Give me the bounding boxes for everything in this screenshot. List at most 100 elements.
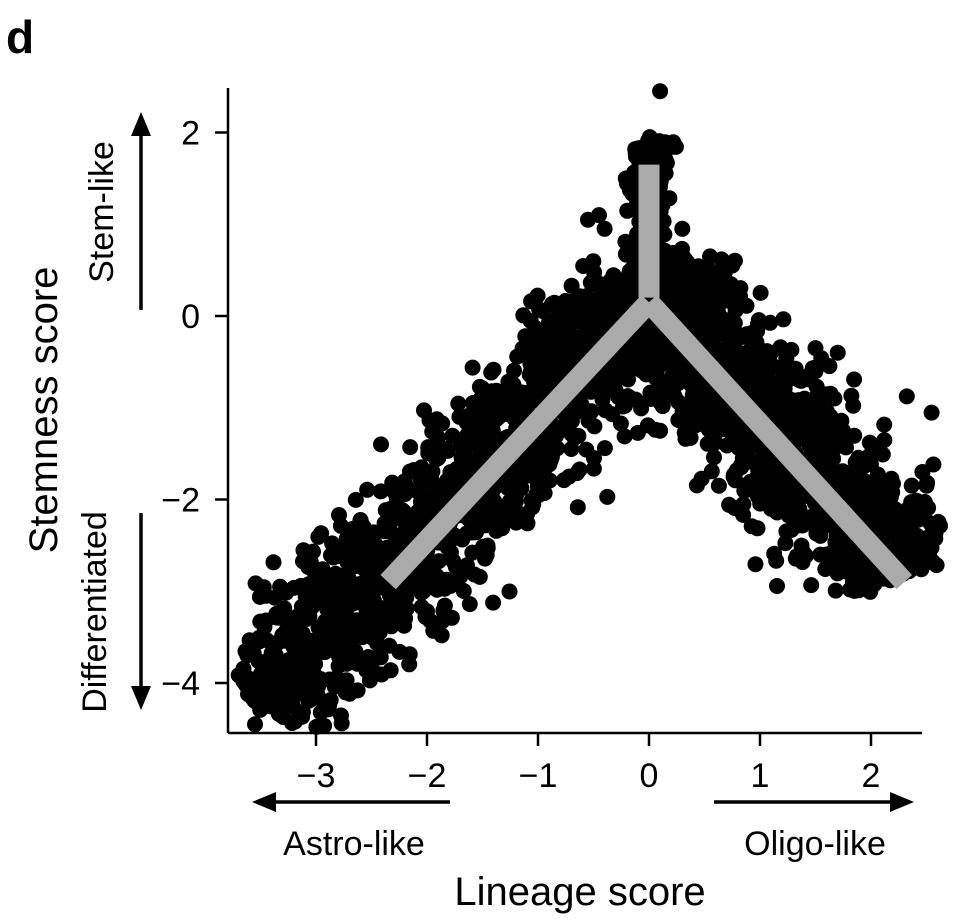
data-point bbox=[362, 663, 379, 680]
data-point bbox=[749, 354, 766, 371]
differentiated-label: Differentiated bbox=[76, 511, 114, 713]
y-tick-label: −2 bbox=[161, 482, 200, 520]
data-point bbox=[383, 586, 399, 603]
data-point bbox=[245, 645, 262, 662]
data-point bbox=[753, 450, 770, 467]
data-point bbox=[310, 569, 327, 586]
data-point bbox=[821, 358, 838, 375]
data-point bbox=[807, 423, 824, 440]
data-point bbox=[674, 220, 691, 237]
data-point bbox=[678, 277, 695, 294]
data-point bbox=[350, 588, 367, 605]
data-point bbox=[560, 408, 577, 425]
data-point bbox=[414, 512, 431, 529]
data-point bbox=[385, 508, 402, 525]
data-point bbox=[333, 715, 350, 732]
data-point bbox=[918, 477, 935, 494]
data-point bbox=[883, 470, 900, 487]
oligo-arrow-icon bbox=[890, 792, 914, 812]
data-point bbox=[275, 632, 292, 649]
data-point bbox=[546, 423, 562, 440]
astro-branch-line bbox=[380, 295, 657, 590]
x-tick-label: −3 bbox=[297, 757, 336, 795]
data-point bbox=[794, 554, 811, 571]
data-point bbox=[285, 579, 302, 596]
data-point bbox=[676, 300, 693, 316]
data-point bbox=[540, 355, 557, 372]
data-point bbox=[655, 265, 672, 282]
data-point bbox=[316, 625, 333, 642]
data-point bbox=[373, 436, 389, 453]
data-point bbox=[574, 398, 590, 415]
data-point bbox=[565, 293, 582, 310]
data-point bbox=[578, 441, 595, 458]
data-point bbox=[901, 505, 918, 522]
data-point bbox=[892, 536, 909, 553]
data-point bbox=[442, 544, 459, 561]
data-point bbox=[665, 245, 682, 261]
data-point bbox=[923, 539, 940, 556]
data-point bbox=[677, 430, 694, 447]
data-point bbox=[341, 685, 358, 702]
data-point bbox=[596, 440, 613, 457]
data-point bbox=[700, 421, 717, 438]
data-point bbox=[829, 344, 846, 361]
x-tick-label: 0 bbox=[640, 757, 659, 795]
data-point bbox=[688, 477, 705, 494]
x-tick-label: 2 bbox=[862, 757, 881, 795]
data-point bbox=[402, 439, 419, 456]
data-point bbox=[769, 578, 785, 594]
astro-arrow-icon bbox=[252, 792, 276, 812]
data-point bbox=[416, 402, 432, 419]
data-point bbox=[730, 418, 747, 435]
data-point bbox=[335, 592, 352, 608]
data-point bbox=[864, 483, 881, 500]
data-point bbox=[329, 638, 346, 655]
data-point bbox=[500, 387, 517, 403]
data-point bbox=[563, 441, 580, 457]
data-point bbox=[538, 326, 555, 343]
data-point bbox=[310, 645, 327, 662]
data-point bbox=[464, 395, 481, 411]
data-point bbox=[594, 391, 611, 408]
data-point bbox=[529, 287, 546, 304]
data-point bbox=[599, 488, 616, 505]
data-point bbox=[258, 612, 274, 629]
data-point bbox=[807, 340, 824, 357]
data-point bbox=[430, 450, 447, 467]
astro-like-label: Astro-like bbox=[283, 825, 425, 863]
data-point bbox=[789, 495, 806, 512]
data-points bbox=[230, 83, 948, 735]
data-point bbox=[580, 211, 596, 228]
data-point bbox=[922, 515, 939, 532]
data-point bbox=[419, 603, 435, 620]
data-point bbox=[911, 533, 928, 550]
data-point bbox=[423, 472, 440, 489]
x-ticks: −3 −2 −1 0 1 2 bbox=[297, 733, 881, 795]
data-point bbox=[501, 583, 518, 600]
data-point bbox=[790, 392, 807, 409]
data-point bbox=[466, 566, 483, 583]
data-point bbox=[626, 340, 643, 357]
data-point bbox=[684, 414, 700, 431]
differentiated-arrow-icon bbox=[131, 686, 151, 710]
data-point bbox=[923, 404, 940, 421]
data-point bbox=[619, 202, 636, 219]
data-point bbox=[338, 530, 355, 547]
data-point bbox=[301, 608, 318, 625]
y-axis-label: Stemness score bbox=[22, 267, 66, 554]
data-point bbox=[258, 587, 274, 604]
x-axis-label: Lineage score bbox=[454, 870, 705, 914]
data-point bbox=[331, 572, 348, 589]
data-point bbox=[294, 708, 311, 725]
data-point bbox=[834, 463, 851, 480]
data-point bbox=[654, 398, 671, 415]
data-point bbox=[670, 412, 687, 428]
y-tick-label: 2 bbox=[181, 115, 200, 153]
data-point bbox=[916, 496, 933, 513]
data-point bbox=[313, 525, 330, 542]
data-point bbox=[616, 428, 633, 445]
data-point bbox=[396, 473, 413, 490]
data-point bbox=[252, 670, 269, 687]
data-point bbox=[390, 614, 407, 631]
